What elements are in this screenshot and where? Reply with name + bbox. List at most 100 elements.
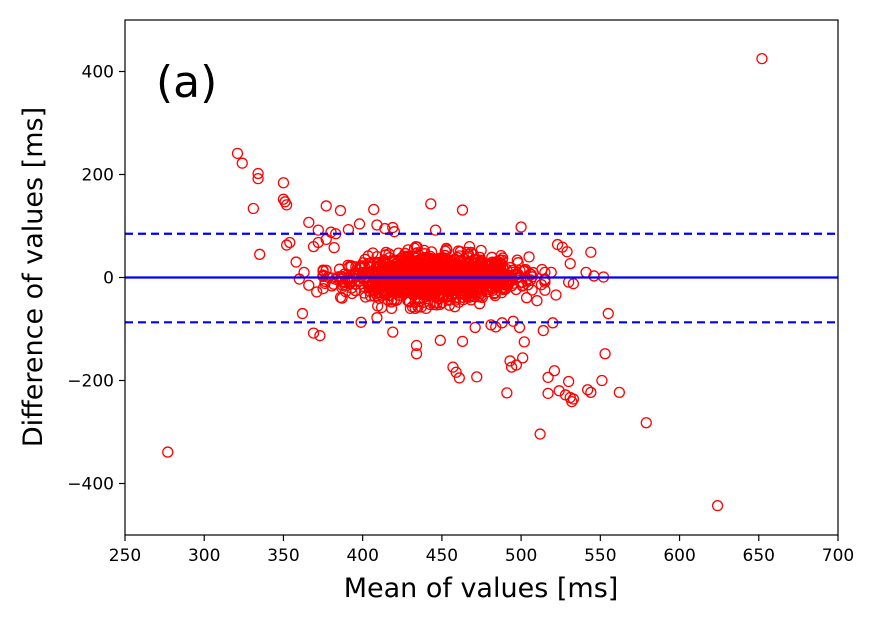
cluster-point xyxy=(488,287,500,300)
outlier-point xyxy=(515,221,527,233)
outlier-point xyxy=(517,352,529,364)
x-tick-label: 300 xyxy=(188,546,220,566)
outlier-point xyxy=(585,386,597,399)
cluster-point xyxy=(497,281,509,294)
cluster-point xyxy=(449,270,462,282)
outlier-point xyxy=(602,307,614,320)
outlier-point xyxy=(501,387,513,399)
cluster-point xyxy=(436,297,448,309)
panel-label: (a) xyxy=(156,57,217,108)
outlier-point xyxy=(453,372,465,384)
outlier-point xyxy=(303,279,315,291)
cluster-point xyxy=(418,261,431,274)
outlier-point xyxy=(312,236,324,249)
cluster-point xyxy=(366,280,378,292)
cluster-point xyxy=(449,301,461,313)
outlier-point xyxy=(231,147,244,160)
cluster-point xyxy=(431,254,443,266)
outlier-point xyxy=(613,386,625,399)
outlier-point xyxy=(162,446,174,458)
cluster-point xyxy=(317,283,329,295)
x-tick-label: 350 xyxy=(267,546,299,566)
cluster-point xyxy=(511,254,523,266)
outlier-point xyxy=(353,218,366,230)
cluster-point xyxy=(394,259,406,271)
outlier-point xyxy=(334,204,347,217)
x-tick-label: 450 xyxy=(426,546,458,566)
outlier-point xyxy=(471,371,483,383)
outlier-point xyxy=(336,292,348,304)
cluster-point xyxy=(418,287,431,300)
cluster-point xyxy=(346,287,358,300)
outlier-point xyxy=(368,203,380,216)
reference-lines xyxy=(125,232,838,324)
outlier-point xyxy=(252,167,264,180)
cluster-point xyxy=(390,294,403,306)
outlier-point xyxy=(410,339,423,352)
cluster-point xyxy=(384,284,396,297)
cluster-point xyxy=(383,252,395,264)
outlier-point xyxy=(434,334,446,346)
cluster-point xyxy=(345,282,358,294)
cluster-point xyxy=(403,279,415,292)
outlier-point xyxy=(252,172,264,185)
outlier-point xyxy=(582,384,594,396)
cluster-point xyxy=(470,265,482,277)
cluster-point xyxy=(416,279,429,291)
cluster-point xyxy=(378,254,390,266)
cluster-point xyxy=(440,242,453,255)
outlier-point xyxy=(280,199,293,211)
outlier-point xyxy=(311,286,323,298)
outlier-point xyxy=(756,52,768,65)
cluster-point xyxy=(463,255,475,268)
x-axis-label: Mean of values [ms] xyxy=(344,573,619,604)
cluster-point xyxy=(367,247,379,259)
outlier-point xyxy=(531,295,543,307)
outlier-point xyxy=(566,395,578,408)
outlier-point xyxy=(277,177,290,189)
cluster-point xyxy=(454,245,467,258)
cluster-point xyxy=(496,278,509,290)
cluster-point xyxy=(463,240,476,253)
cluster-point xyxy=(463,290,476,302)
cluster-point xyxy=(424,298,436,311)
cluster-point xyxy=(420,269,432,281)
cluster-point xyxy=(442,293,455,306)
outlier-point xyxy=(585,246,597,258)
outlier-point xyxy=(247,202,259,215)
outlier-point xyxy=(518,336,530,348)
y-axis-label: Difference of values [ms] xyxy=(18,107,49,447)
cluster-point xyxy=(510,283,522,296)
cluster-point xyxy=(386,273,399,285)
cluster-point xyxy=(485,275,497,287)
outlier-point xyxy=(328,241,340,254)
y-tick-label: −400 xyxy=(67,475,114,495)
x-tick-label: 500 xyxy=(505,546,537,566)
outlier-point xyxy=(296,307,309,320)
cluster-point xyxy=(519,265,531,277)
outlier-point xyxy=(548,365,561,377)
cluster-point xyxy=(475,254,487,267)
cluster-point xyxy=(457,269,469,282)
cluster-point xyxy=(378,281,390,293)
outlier-point xyxy=(504,355,516,367)
outlier-point xyxy=(537,324,549,337)
y-tick-label: 200 xyxy=(82,166,114,186)
x-tick-label: 600 xyxy=(663,546,695,566)
x-tick-label: 650 xyxy=(743,546,775,566)
outlier-point xyxy=(596,374,608,387)
outlier-point xyxy=(293,273,305,285)
outlier-point xyxy=(562,375,575,388)
outlier-point xyxy=(450,366,462,378)
x-tick-label: 250 xyxy=(109,546,141,566)
x-axis: 250 300 350 400 450 500 550 600 650 700 xyxy=(109,535,854,566)
outlier-point xyxy=(236,157,248,169)
cluster-point xyxy=(520,292,533,304)
outlier-point xyxy=(534,428,546,440)
outlier-point xyxy=(410,348,423,360)
cluster-point xyxy=(474,298,486,310)
outlier-point xyxy=(469,321,481,334)
outlier-point xyxy=(277,193,290,205)
outlier-point xyxy=(303,216,315,229)
